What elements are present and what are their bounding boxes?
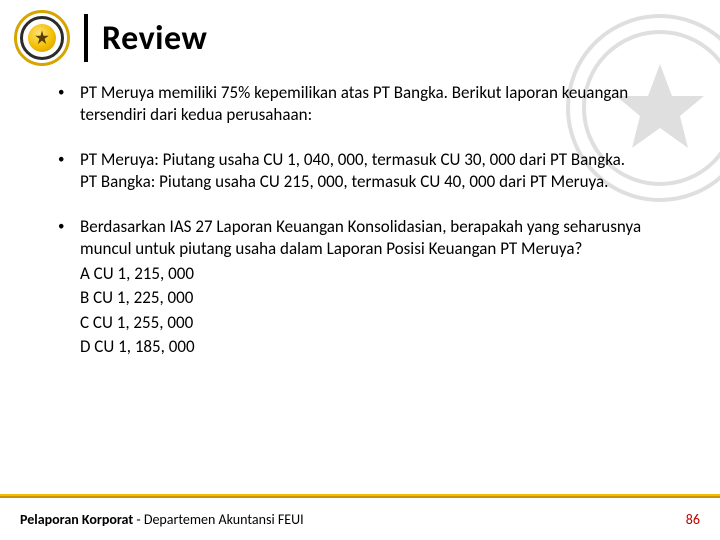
answer-options: A CU 1, 215, 000 B CU 1, 225, 000 C CU 1… bbox=[80, 263, 662, 359]
footer: Pelaporan Korporat - Departemen Akuntans… bbox=[20, 511, 700, 528]
bullet-icon: • bbox=[58, 149, 80, 194]
watermark-logo bbox=[560, 8, 720, 213]
footer-divider bbox=[0, 494, 720, 498]
slide: Review • PT Meruya memiliki 75% kepemili… bbox=[0, 0, 720, 540]
university-logo-icon bbox=[14, 10, 70, 66]
option-c: C CU 1, 255, 000 bbox=[80, 312, 662, 334]
page-title: Review bbox=[102, 18, 207, 59]
footer-sep: - bbox=[133, 511, 144, 528]
footer-dept: Departemen Akuntansi FEUI bbox=[144, 511, 304, 528]
title-wrap: Review bbox=[84, 14, 207, 62]
footer-title: Pelaporan Korporat bbox=[20, 511, 133, 528]
bullet-icon: • bbox=[58, 82, 80, 127]
option-b: B CU 1, 225, 000 bbox=[80, 287, 662, 309]
option-d: D CU 1, 185, 000 bbox=[80, 336, 662, 358]
footer-text: Pelaporan Korporat - Departemen Akuntans… bbox=[20, 511, 304, 528]
option-a: A CU 1, 215, 000 bbox=[80, 263, 662, 285]
bullet-text: Berdasarkan IAS 27 Laporan Keuangan Kons… bbox=[80, 216, 662, 359]
list-item: • Berdasarkan IAS 27 Laporan Keuangan Ko… bbox=[58, 216, 662, 359]
bullet-icon: • bbox=[58, 216, 80, 359]
question-text: Berdasarkan IAS 27 Laporan Keuangan Kons… bbox=[80, 216, 641, 259]
page-number: 86 bbox=[686, 511, 700, 528]
title-divider bbox=[84, 14, 88, 62]
